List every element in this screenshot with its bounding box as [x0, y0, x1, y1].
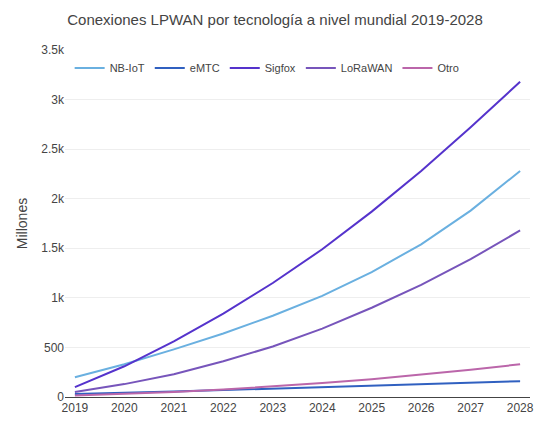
svg-text:2.5k: 2.5k: [41, 142, 65, 156]
svg-text:2021: 2021: [160, 401, 187, 415]
svg-text:2022: 2022: [210, 401, 237, 415]
svg-text:NB-IoT: NB-IoT: [110, 62, 145, 74]
svg-text:Sigfox: Sigfox: [265, 62, 296, 74]
svg-text:2023: 2023: [259, 401, 286, 415]
svg-text:eMTC: eMTC: [190, 62, 220, 74]
svg-text:0: 0: [57, 390, 64, 404]
svg-text:2026: 2026: [408, 401, 435, 415]
svg-text:2020: 2020: [111, 401, 138, 415]
svg-text:2025: 2025: [358, 401, 385, 415]
svg-text:1.5k: 1.5k: [41, 241, 65, 255]
svg-text:500: 500: [44, 341, 64, 355]
svg-text:2027: 2027: [457, 401, 484, 415]
svg-text:2028: 2028: [507, 401, 534, 415]
svg-text:3k: 3k: [51, 93, 65, 107]
svg-text:2k: 2k: [51, 192, 65, 206]
svg-text:3.5k: 3.5k: [41, 43, 65, 57]
svg-text:Otro: Otro: [437, 62, 458, 74]
svg-text:2024: 2024: [309, 401, 336, 415]
svg-text:2019: 2019: [62, 401, 89, 415]
svg-text:LoRaWAN: LoRaWAN: [341, 62, 393, 74]
svg-text:Conexiones LPWAN por tecnologí: Conexiones LPWAN por tecnología a nivel …: [67, 11, 483, 28]
svg-text:1k: 1k: [51, 291, 65, 305]
svg-text:Millones: Millones: [14, 198, 30, 249]
